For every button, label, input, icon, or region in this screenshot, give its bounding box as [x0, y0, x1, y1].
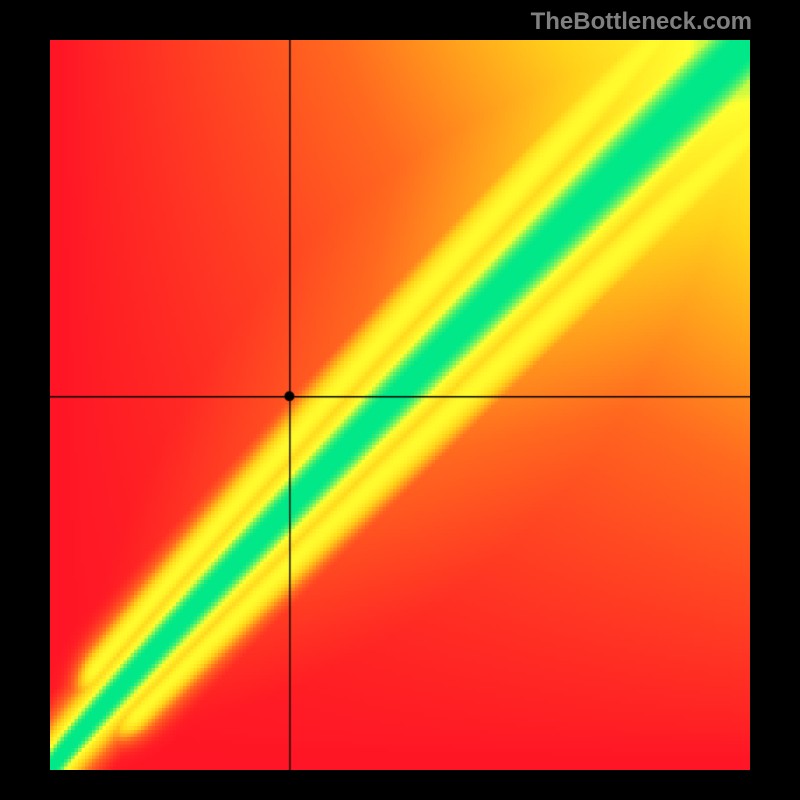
watermark-text: TheBottleneck.com: [531, 8, 752, 36]
crosshair-overlay: [50, 40, 750, 770]
chart-container: { "canvas": { "width": 800, "height": 80…: [0, 0, 800, 800]
